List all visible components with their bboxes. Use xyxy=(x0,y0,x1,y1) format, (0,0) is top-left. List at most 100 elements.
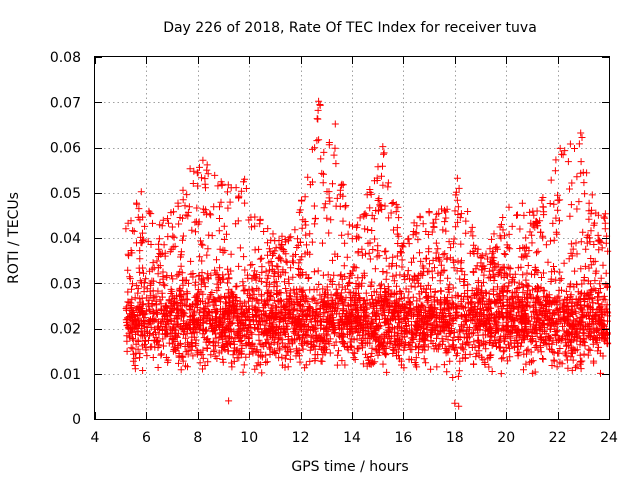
data-point xyxy=(328,321,336,329)
data-point xyxy=(462,217,470,225)
data-point xyxy=(591,277,599,285)
data-point xyxy=(479,356,487,364)
data-point xyxy=(502,270,510,278)
data-point xyxy=(429,308,437,316)
data-point xyxy=(462,229,470,237)
data-point xyxy=(453,303,461,311)
data-point xyxy=(571,267,579,275)
data-point xyxy=(389,315,397,323)
data-point xyxy=(518,339,525,347)
data-point xyxy=(228,363,236,371)
data-point xyxy=(417,282,425,290)
data-point xyxy=(128,307,136,314)
data-point xyxy=(540,327,548,335)
data-point xyxy=(168,223,176,231)
data-point xyxy=(534,247,542,255)
data-point xyxy=(165,296,173,304)
data-point xyxy=(366,299,374,307)
data-point xyxy=(492,262,500,270)
data-point xyxy=(422,294,430,302)
data-point xyxy=(157,300,165,308)
data-point xyxy=(224,347,232,355)
data-point xyxy=(425,248,433,256)
data-point xyxy=(253,316,260,324)
data-point xyxy=(270,268,278,276)
data-point xyxy=(315,311,323,319)
data-point xyxy=(593,296,601,304)
data-point xyxy=(488,368,496,375)
data-point xyxy=(368,278,376,286)
data-point xyxy=(398,242,406,250)
data-point xyxy=(402,285,410,293)
data-point xyxy=(134,345,142,353)
data-point xyxy=(183,191,191,199)
data-point xyxy=(480,341,488,349)
data-point xyxy=(281,278,288,286)
data-point xyxy=(360,313,367,321)
data-point xyxy=(568,307,576,315)
data-point xyxy=(540,287,548,295)
data-point xyxy=(310,202,318,210)
data-point xyxy=(560,327,568,335)
data-point xyxy=(296,335,304,343)
data-point xyxy=(248,295,256,303)
data-point xyxy=(294,312,302,320)
data-point xyxy=(389,308,397,316)
data-point xyxy=(358,251,366,259)
data-point xyxy=(325,229,333,237)
data-point xyxy=(294,241,302,249)
data-point xyxy=(143,352,151,360)
data-point xyxy=(346,330,354,338)
data-point xyxy=(558,150,565,158)
data-point xyxy=(219,358,227,366)
data-point xyxy=(276,346,284,354)
data-point xyxy=(301,320,309,328)
data-point xyxy=(427,314,435,322)
data-point xyxy=(395,232,403,240)
data-point xyxy=(133,199,140,207)
data-point xyxy=(519,328,527,336)
data-point xyxy=(592,267,600,275)
data-point xyxy=(182,334,190,342)
data-point xyxy=(388,300,396,308)
data-point xyxy=(409,293,417,301)
data-point xyxy=(507,317,515,325)
data-point xyxy=(384,283,392,291)
data-point xyxy=(494,270,502,278)
data-point xyxy=(455,367,463,375)
data-point xyxy=(170,233,178,241)
data-point xyxy=(382,351,389,359)
data-point xyxy=(347,320,355,328)
data-point xyxy=(537,228,545,236)
data-point xyxy=(426,310,434,317)
data-point xyxy=(166,248,174,256)
data-point xyxy=(439,251,447,259)
data-point xyxy=(540,269,547,277)
data-point xyxy=(504,357,512,365)
data-point xyxy=(413,363,421,371)
data-point xyxy=(373,288,381,296)
data-point xyxy=(167,316,175,324)
data-point xyxy=(241,266,249,274)
data-point xyxy=(224,279,231,287)
data-point xyxy=(487,298,495,306)
data-point xyxy=(378,311,386,319)
data-point xyxy=(165,339,173,347)
data-point xyxy=(263,317,271,324)
data-point xyxy=(224,334,232,342)
data-point xyxy=(289,315,297,323)
data-point xyxy=(223,230,230,238)
data-point xyxy=(143,307,151,315)
data-point xyxy=(129,357,137,365)
data-point xyxy=(298,196,305,204)
data-point xyxy=(332,202,340,210)
data-point xyxy=(320,148,328,156)
data-point xyxy=(164,356,172,364)
data-point xyxy=(539,286,547,294)
data-point xyxy=(197,240,205,248)
data-point xyxy=(601,210,609,218)
data-point xyxy=(536,342,544,350)
data-point xyxy=(412,331,420,339)
data-point xyxy=(270,296,278,304)
data-point xyxy=(356,214,364,222)
